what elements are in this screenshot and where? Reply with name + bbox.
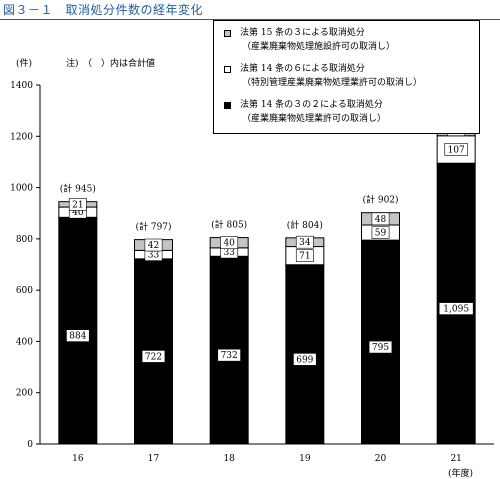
x-tick-label: 17 — [148, 454, 160, 464]
legend-sublabel: （特別管理産業廃棄物処理業許可の取消し） — [242, 78, 423, 88]
data-label-box — [371, 212, 390, 226]
data-label: 33 — [148, 251, 160, 261]
data-label-box — [68, 198, 87, 211]
y-tick-label: 600 — [16, 286, 33, 296]
data-label: 732 — [221, 351, 238, 361]
total-label: (計 945) — [60, 183, 96, 195]
data-label-box — [438, 302, 474, 315]
data-label: 59 — [375, 229, 387, 239]
x-tick-label: 20 — [375, 454, 387, 464]
data-label-box — [444, 143, 468, 156]
legend-sublabel: （産業廃棄物処理業許可の取消し） — [242, 114, 387, 124]
data-label: 21 — [72, 200, 83, 210]
y-tick-label: 1000 — [10, 184, 33, 194]
x-unit-label: (年度) — [448, 469, 474, 479]
data-label-box — [371, 226, 390, 239]
y-tick-label: 0 — [27, 440, 33, 450]
data-label-box — [141, 350, 166, 363]
total-label: (計 902) — [362, 194, 398, 206]
data-label: 48 — [375, 215, 387, 225]
legend-label: 法第 15 条の３による取消処分 — [240, 28, 365, 38]
legend-label: 法第 14 条の３の２による取消処分 — [240, 100, 383, 110]
x-tick-label: 21 — [450, 454, 461, 464]
y-tick-label: 800 — [16, 235, 33, 245]
data-label: 1,095 — [443, 305, 469, 315]
x-tick-label: 19 — [299, 454, 311, 464]
data-label: 40 — [72, 208, 84, 218]
title-rule — [0, 19, 500, 20]
data-label: 795 — [372, 343, 389, 353]
x-tick-label: 16 — [72, 454, 84, 464]
legend: 法第 15 条の３による取消処分 （産業廃棄物処理施設許可の取消し） 法第 14… — [213, 20, 480, 134]
data-label-box — [293, 353, 317, 366]
data-label: 71 — [299, 252, 310, 262]
data-label: 884 — [69, 332, 86, 342]
x-tick-label: 18 — [223, 454, 235, 464]
data-label: 107 — [448, 145, 465, 155]
y-tick-label: 200 — [16, 389, 33, 399]
legend-swatch-white — [224, 66, 231, 73]
data-label-box — [295, 249, 314, 262]
data-label: 42 — [148, 241, 159, 251]
total-label: (計 805) — [211, 219, 247, 231]
data-label-box — [295, 235, 314, 249]
total-label: (計 804) — [287, 219, 323, 231]
total-label: (計 797) — [135, 221, 171, 233]
y-tick-label: 1200 — [10, 132, 33, 142]
legend-label: 法第 14 条の６による取消処分 — [240, 64, 365, 74]
y-tick-label: 1400 — [10, 81, 33, 91]
data-label-box — [144, 238, 163, 252]
data-label: 722 — [145, 352, 162, 362]
data-label: 34 — [299, 238, 311, 248]
legend-swatch-gray — [224, 30, 231, 37]
data-label-box — [368, 340, 393, 354]
note-label: 注) （ ）内は合計値 — [66, 59, 156, 69]
y-tick-label: 400 — [16, 337, 33, 347]
data-label-box — [217, 348, 241, 362]
data-label: 699 — [296, 355, 313, 365]
legend-sublabel: （産業廃棄物処理施設許可の取消し） — [242, 42, 396, 52]
figure-title: 図３－１ 取消処分件数の経年変化 — [3, 3, 204, 17]
data-label: 33 — [223, 248, 235, 258]
data-label: 40 — [223, 239, 235, 249]
data-label-box — [66, 329, 90, 342]
data-label-box — [220, 236, 239, 250]
y-unit-label: (件) — [16, 59, 33, 69]
legend-swatch-black — [224, 102, 231, 109]
